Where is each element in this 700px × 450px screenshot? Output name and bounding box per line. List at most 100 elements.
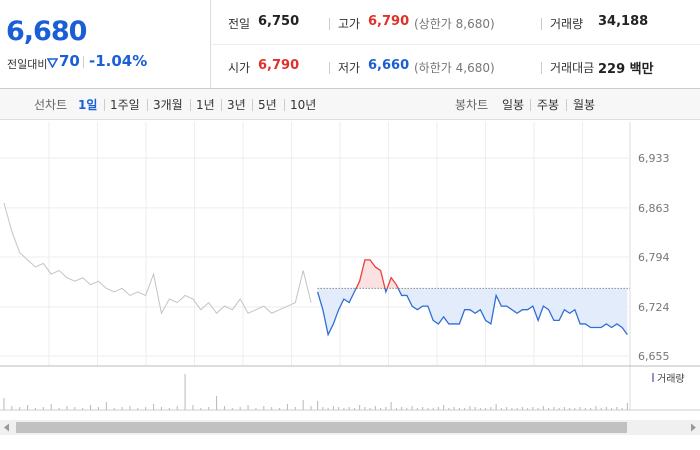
volume-bar	[395, 408, 397, 410]
summary-value: 229 백만	[598, 62, 654, 77]
volume-bar	[401, 407, 403, 410]
volume-bar	[437, 407, 439, 410]
volume-bar	[19, 407, 21, 410]
summary-note: (하한가 4,680)	[414, 61, 495, 75]
separator	[541, 62, 542, 74]
volume-bar	[427, 408, 429, 410]
period-tab[interactable]: 3년	[227, 98, 246, 112]
separator	[329, 18, 330, 30]
volume-bar	[432, 408, 434, 410]
summary-value: 6,750	[258, 14, 300, 29]
summary-label: 전일	[228, 17, 251, 31]
volume-bar	[184, 374, 186, 410]
volume-bar	[223, 406, 225, 410]
header-divider	[211, 44, 700, 45]
volume-bar	[247, 405, 249, 410]
candle-tab[interactable]: 월봉	[573, 98, 596, 112]
volume-bar	[343, 408, 345, 410]
volume-bar	[332, 406, 334, 410]
separator	[221, 99, 222, 111]
volume-bar	[317, 401, 319, 410]
volume-bar	[302, 400, 304, 410]
volume-bar	[50, 404, 52, 410]
y-tick-label: 6,655	[638, 350, 670, 363]
volume-bar	[200, 408, 202, 410]
volume-bar	[474, 407, 476, 410]
volume-bar	[558, 408, 560, 410]
volume-bar	[579, 407, 581, 410]
volume-bar	[600, 408, 602, 410]
summary-value: 6,790	[368, 14, 410, 29]
period-tab[interactable]: 1일	[78, 98, 98, 112]
volume-bar	[263, 406, 265, 410]
volume-bar	[453, 407, 455, 410]
scroll-right[interactable]	[691, 423, 696, 432]
volume-legend-swatch	[652, 373, 654, 382]
volume-bar	[569, 408, 571, 410]
separator	[190, 99, 191, 111]
summary-value: 6,660	[368, 58, 410, 73]
volume-bar	[310, 406, 312, 410]
volume-bar	[11, 406, 13, 410]
candle-tab[interactable]: 주봉	[537, 98, 560, 112]
volume-bar	[153, 404, 155, 410]
volume-bar	[380, 408, 382, 410]
volume-bar	[521, 407, 523, 410]
volume-bar	[485, 408, 487, 410]
summary-label: 저가	[338, 61, 361, 75]
y-tick-label: 6,794	[638, 251, 670, 264]
volume-bar	[271, 407, 273, 410]
volume-bar	[511, 408, 513, 410]
header-left	[0, 0, 211, 88]
volume-bar	[239, 407, 241, 410]
volume-bar	[390, 402, 392, 410]
period-tab[interactable]: 1년	[196, 98, 215, 112]
volume-bar	[626, 403, 628, 410]
volume-bar	[97, 407, 99, 410]
summary-label: 시가	[228, 61, 251, 75]
separator	[541, 18, 542, 30]
down-arrow	[47, 58, 58, 68]
current-price: 6,680	[6, 16, 87, 47]
scroll-left[interactable]	[4, 423, 9, 432]
period-tab[interactable]: 3개월	[153, 98, 183, 112]
volume-bar	[129, 406, 131, 410]
period-tab[interactable]: 1주일	[110, 98, 140, 112]
volume-bar	[137, 408, 139, 410]
header-bottom	[0, 88, 700, 120]
volume-bar	[553, 407, 555, 410]
scrollbar-thumb[interactable]	[16, 422, 627, 433]
volume-bar	[385, 407, 387, 410]
separator	[147, 99, 148, 111]
volume-bar	[294, 407, 296, 410]
volume-bar	[584, 408, 586, 410]
volume-bar	[374, 406, 376, 410]
volume-bar	[286, 404, 288, 410]
summary-note: (상한가 8,680)	[414, 17, 495, 31]
volume-bar	[27, 405, 29, 410]
volume-bar	[616, 407, 618, 410]
separator	[530, 99, 531, 111]
volume-bar	[327, 408, 329, 410]
candle-tab[interactable]: 일봉	[502, 98, 525, 112]
volume-bar	[574, 408, 576, 410]
summary-label: 거래량	[550, 17, 584, 31]
summary-value: 6,790	[258, 58, 300, 73]
volume-bar	[105, 402, 107, 410]
volume-bar	[113, 408, 115, 410]
volume-bar	[416, 408, 418, 410]
period-tab[interactable]: 5년	[258, 98, 277, 112]
summary-value: 34,188	[598, 14, 649, 29]
volume-bar	[479, 408, 481, 410]
volume-bar	[364, 407, 366, 410]
separator	[104, 99, 105, 111]
y-tick-label: 6,724	[638, 301, 670, 314]
volume-bar	[359, 405, 361, 410]
tab-group-label: 봉차트	[455, 98, 489, 112]
period-tab[interactable]: 10년	[290, 98, 317, 112]
volume-bar	[3, 398, 5, 410]
volume-bar	[621, 408, 623, 410]
volume-bar	[58, 408, 60, 410]
